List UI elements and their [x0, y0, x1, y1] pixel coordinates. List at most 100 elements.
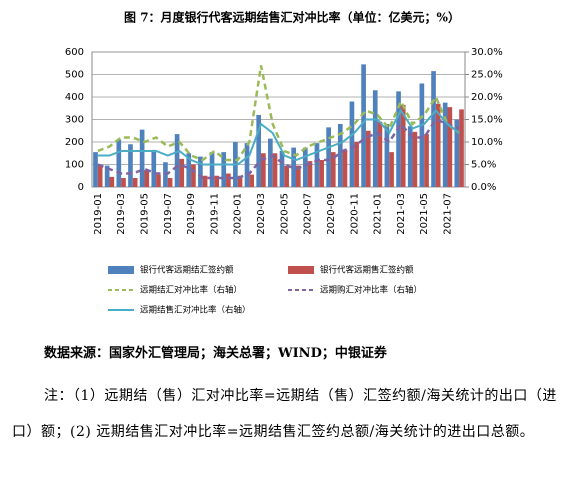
bar — [400, 104, 406, 187]
bar — [128, 144, 133, 187]
x-tick-label: 2020-07 — [303, 193, 314, 235]
bar — [93, 152, 98, 187]
x-tick-label: 2021-01 — [373, 193, 384, 235]
bar — [279, 151, 285, 187]
legend-label: 银行代客远期售汇签约额 — [320, 265, 414, 276]
legend-label: 远期结售汇对冲比率（右轴） — [140, 305, 251, 316]
bar — [202, 175, 208, 187]
bar — [295, 165, 301, 187]
bar — [214, 175, 220, 187]
x-tick-label: 2020-11 — [349, 193, 360, 235]
bar — [330, 152, 336, 187]
x-tick-label: 2020-01 — [233, 193, 244, 235]
bar — [156, 174, 161, 187]
bar — [412, 131, 418, 187]
bar — [424, 134, 429, 187]
bar — [407, 126, 413, 187]
bar — [191, 164, 196, 187]
bar — [272, 153, 278, 187]
legend-label: 银行代客远期结汇签约额 — [140, 265, 234, 276]
bar — [268, 138, 273, 187]
bar — [198, 156, 203, 187]
x-tick-label: 2019-09 — [186, 193, 197, 235]
bar — [349, 101, 355, 187]
bar — [442, 102, 448, 187]
bar — [291, 147, 296, 187]
bar — [447, 107, 453, 187]
y-tick-label: 0 — [78, 182, 84, 193]
bar — [209, 152, 215, 187]
y-tick-label: 500 — [65, 70, 84, 81]
bar — [354, 142, 359, 187]
y2-tick-label: 25.0% — [471, 70, 503, 81]
bar — [144, 170, 150, 187]
bar — [237, 175, 243, 187]
bar — [454, 119, 460, 187]
bar — [384, 124, 390, 187]
bar — [179, 158, 185, 187]
bar — [249, 174, 255, 187]
bar — [174, 134, 180, 187]
bar — [302, 147, 308, 187]
x-tick-label: 2021-03 — [396, 193, 407, 235]
bar — [337, 124, 343, 187]
source: 数据来源：国家外汇管理局；海关总署；WIND；中银证券 — [44, 346, 387, 361]
x-tick-label: 2020-09 — [326, 193, 337, 235]
line — [97, 65, 460, 162]
x-tick-label: 2019-05 — [139, 193, 150, 235]
bar — [97, 164, 103, 187]
x-tick-label: 2019-03 — [116, 193, 127, 235]
chart-title: 图 7：月度银行代客远期结售汇对冲比率（单位：亿美元；%） — [124, 10, 460, 25]
bar — [244, 143, 250, 187]
y2-tick-label: 10.0% — [471, 137, 503, 148]
bar — [132, 178, 138, 187]
bar — [431, 71, 436, 187]
bar — [261, 153, 266, 187]
y2-tick-label: 0.0% — [471, 182, 496, 193]
chart: 图 7：月度银行代客远期结售汇对冲比率（单位：亿美元；%） 0 100 200 300… — [65, 10, 503, 316]
bar — [361, 64, 366, 187]
y-tick-label: 100 — [65, 160, 84, 171]
legend-swatch — [288, 266, 314, 274]
bar — [167, 178, 173, 187]
bar — [372, 90, 378, 187]
x-tick-label: 2019-11 — [209, 193, 220, 235]
bar — [109, 176, 115, 187]
x-tick-label: 2019-07 — [163, 193, 174, 235]
y-tick-label: 400 — [65, 92, 84, 103]
bar — [221, 152, 227, 187]
bar — [151, 149, 157, 187]
y-tick-label: 600 — [65, 47, 84, 58]
bar — [396, 91, 401, 187]
bar — [186, 153, 192, 187]
bar — [342, 149, 348, 187]
bar — [121, 178, 126, 187]
bar — [319, 160, 324, 187]
x-tick-label: 2020-05 — [279, 193, 290, 235]
x-tick-label: 2020-03 — [256, 193, 267, 235]
bar — [435, 103, 441, 187]
note: 注：（1）远期结（售）汇对冲比率=远期结（售）汇签约额/海关统计的出口（进口）额… — [12, 388, 557, 440]
x-tick-label: 2021-05 — [419, 193, 430, 235]
y2-tick-label: 30.0% — [471, 47, 503, 58]
x-tick-label: 2019-01 — [93, 193, 104, 235]
bar — [104, 165, 110, 187]
bar — [284, 165, 289, 187]
bar — [459, 109, 464, 187]
line — [97, 117, 460, 180]
y2-tick-label: 20.0% — [471, 92, 503, 103]
legend-swatch — [108, 266, 134, 274]
bar — [326, 127, 331, 187]
y-tick-label: 300 — [65, 115, 84, 126]
bar — [307, 161, 313, 187]
line — [97, 108, 460, 166]
bar — [256, 115, 262, 187]
bar — [314, 143, 320, 187]
y2-tick-label: 5.0% — [471, 160, 496, 171]
legend-label: 远期结汇对冲比率（右轴） — [140, 285, 242, 296]
bar — [365, 130, 371, 187]
bar — [116, 139, 122, 187]
bar — [226, 173, 231, 187]
bar — [419, 83, 425, 187]
